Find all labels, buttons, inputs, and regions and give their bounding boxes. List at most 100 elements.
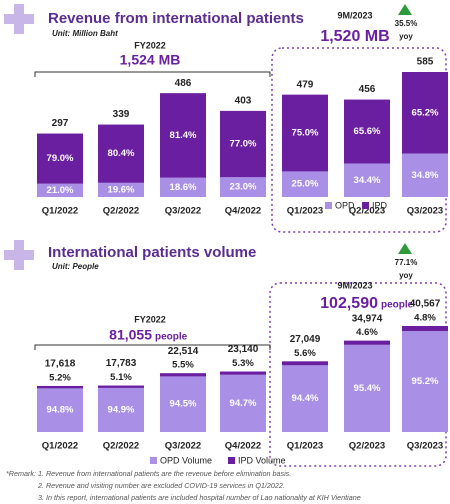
x-tick-label: Q4/2022 [225, 206, 261, 217]
x-tick-label: Q3/2022 [165, 441, 201, 452]
total-label: 23,140 [228, 344, 259, 355]
legend-label: OPD Volume [160, 455, 212, 465]
remark: 2. Revenue and visiting number are exclu… [37, 481, 285, 490]
bar-segment [160, 93, 206, 178]
total-label: 17,783 [106, 358, 137, 369]
fy-label: FY2022 [134, 314, 166, 324]
x-tick-label: Q4/2022 [225, 441, 261, 452]
segment-label: 19.6% [108, 184, 135, 195]
segment-label: 65.2% [412, 107, 439, 118]
bar-segment [160, 177, 206, 197]
legend-swatch [362, 202, 369, 209]
growth-unit: yoy [399, 32, 413, 41]
plus-icon [4, 240, 34, 270]
segment-label: 94.4% [292, 393, 319, 404]
bar-segment [98, 385, 144, 388]
ytd-label: 9M/2023 [337, 280, 372, 290]
segment-label: 18.6% [170, 182, 197, 193]
chart-subtitle: Unit: People [52, 262, 99, 271]
bar-segment [220, 371, 266, 375]
segment-label: 94.9% [108, 404, 135, 415]
legend-swatch [228, 457, 235, 464]
bar-segment [220, 177, 266, 197]
growth-arrow [398, 243, 412, 254]
growth-value: 35.5% [395, 19, 418, 28]
x-tick-label: Q1/2023 [287, 441, 323, 452]
total-label: 27,049 [290, 334, 321, 345]
total-label: 17,618 [45, 359, 76, 370]
total-label: 486 [175, 78, 192, 89]
growth-value: 77.1% [395, 258, 418, 267]
segment-label: 94.7% [230, 398, 257, 409]
total-label: 339 [113, 109, 130, 120]
total-label: 40,567 [410, 299, 441, 310]
ytd-unit: people [381, 300, 414, 311]
legend-swatch [325, 202, 332, 209]
bar-segment [282, 361, 328, 366]
x-tick-label: Q2/2022 [103, 206, 139, 217]
segment-label: 5.5% [172, 360, 194, 371]
fy-bracket [34, 344, 271, 350]
segment-label: 34.8% [412, 170, 439, 181]
fy-label: FY2022 [134, 40, 166, 50]
growth-arrow [398, 4, 412, 15]
chart-subtitle: Unit: Million Baht [52, 29, 118, 38]
total-label: 297 [52, 118, 69, 129]
x-tick-label: Q3/2023 [407, 441, 443, 452]
bar-segment [37, 388, 83, 432]
segment-label: 23.0% [230, 182, 257, 193]
ytd-label: 9M/2023 [337, 10, 372, 20]
segment-label: 4.8% [414, 313, 436, 324]
segment-label: 75.0% [292, 128, 319, 139]
segment-label: 81.4% [170, 130, 197, 141]
bar-segment [402, 72, 448, 154]
fy-bracket [34, 71, 271, 77]
legend-label: IPD [372, 200, 388, 210]
segment-label: 25.0% [292, 179, 319, 190]
bar-segment [402, 153, 448, 197]
remark: 3. In this report, international patient… [38, 493, 361, 502]
segment-label: 5.1% [110, 372, 132, 383]
bar-segment [282, 365, 328, 432]
bar-segment [220, 110, 266, 178]
growth-unit: yoy [399, 271, 413, 280]
segment-label: 5.2% [49, 372, 71, 383]
remark: *Remark: 1. Revenue from international p… [6, 469, 291, 478]
ytd-value: 102,590 [320, 295, 378, 312]
x-tick-label: Q2/2022 [103, 441, 139, 452]
segment-label: 79.0% [47, 153, 74, 164]
bar-segment [402, 331, 448, 432]
segment-label: 21.0% [47, 185, 74, 196]
bar-segment [344, 163, 390, 197]
segment-label: 5.3% [232, 358, 254, 369]
bar-segment [160, 376, 206, 432]
segment-label: 95.4% [354, 383, 381, 394]
bar-segment [98, 124, 144, 183]
segment-label: 34.4% [354, 175, 381, 186]
total-label: 34,974 [352, 313, 383, 324]
bar-segment [344, 99, 390, 164]
bar-segment [37, 183, 83, 197]
fy-unit: people [155, 332, 188, 343]
x-tick-label: Q1/2022 [42, 206, 78, 217]
total-label: 479 [297, 79, 314, 90]
segment-label: 94.5% [170, 399, 197, 410]
bar-segment [344, 344, 390, 432]
bar-segment [220, 374, 266, 432]
legend-label: IPD Volume [238, 455, 286, 465]
bar-segment [402, 326, 448, 332]
x-tick-label: Q1/2023 [287, 206, 323, 217]
total-label: 456 [359, 84, 376, 95]
total-label: 22,514 [168, 346, 199, 357]
bar-segment [37, 133, 83, 184]
fy-value: 81,055 [109, 327, 152, 343]
bar-segment [282, 171, 328, 197]
bar-segment [344, 340, 390, 345]
legend-label: OPD [335, 200, 355, 210]
bar-segment [98, 387, 144, 432]
segment-label: 65.6% [354, 126, 381, 137]
bar-segment [282, 94, 328, 172]
chart-title: Revenue from international patients [48, 10, 304, 27]
segment-label: 77.0% [230, 139, 257, 150]
